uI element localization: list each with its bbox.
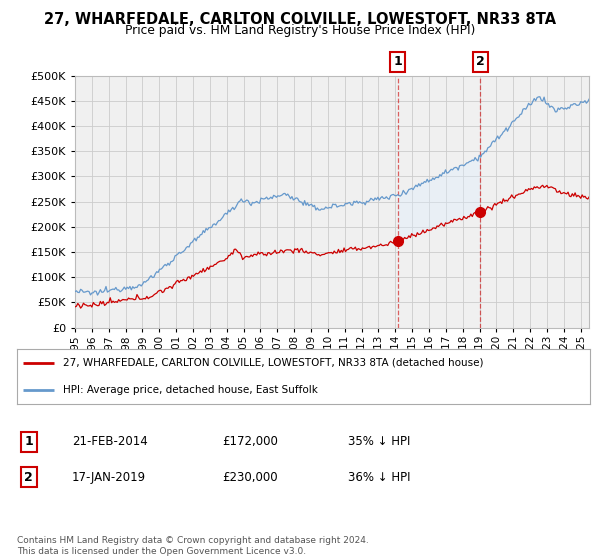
Text: Price paid vs. HM Land Registry's House Price Index (HPI): Price paid vs. HM Land Registry's House … (125, 24, 475, 37)
Text: 2: 2 (25, 470, 33, 484)
Text: 35% ↓ HPI: 35% ↓ HPI (348, 435, 410, 449)
Text: 1: 1 (393, 55, 402, 68)
Text: HPI: Average price, detached house, East Suffolk: HPI: Average price, detached house, East… (62, 385, 317, 395)
Text: 17-JAN-2019: 17-JAN-2019 (72, 470, 146, 484)
Text: 27, WHARFEDALE, CARLTON COLVILLE, LOWESTOFT, NR33 8TA (detached house): 27, WHARFEDALE, CARLTON COLVILLE, LOWEST… (62, 358, 483, 367)
Text: 2: 2 (476, 55, 485, 68)
Text: 1: 1 (25, 435, 33, 449)
Text: 27, WHARFEDALE, CARLTON COLVILLE, LOWESTOFT, NR33 8TA: 27, WHARFEDALE, CARLTON COLVILLE, LOWEST… (44, 12, 556, 27)
Text: 21-FEB-2014: 21-FEB-2014 (72, 435, 148, 449)
Text: Contains HM Land Registry data © Crown copyright and database right 2024.
This d: Contains HM Land Registry data © Crown c… (17, 536, 368, 556)
Text: £230,000: £230,000 (222, 470, 278, 484)
Text: £172,000: £172,000 (222, 435, 278, 449)
Text: 36% ↓ HPI: 36% ↓ HPI (348, 470, 410, 484)
